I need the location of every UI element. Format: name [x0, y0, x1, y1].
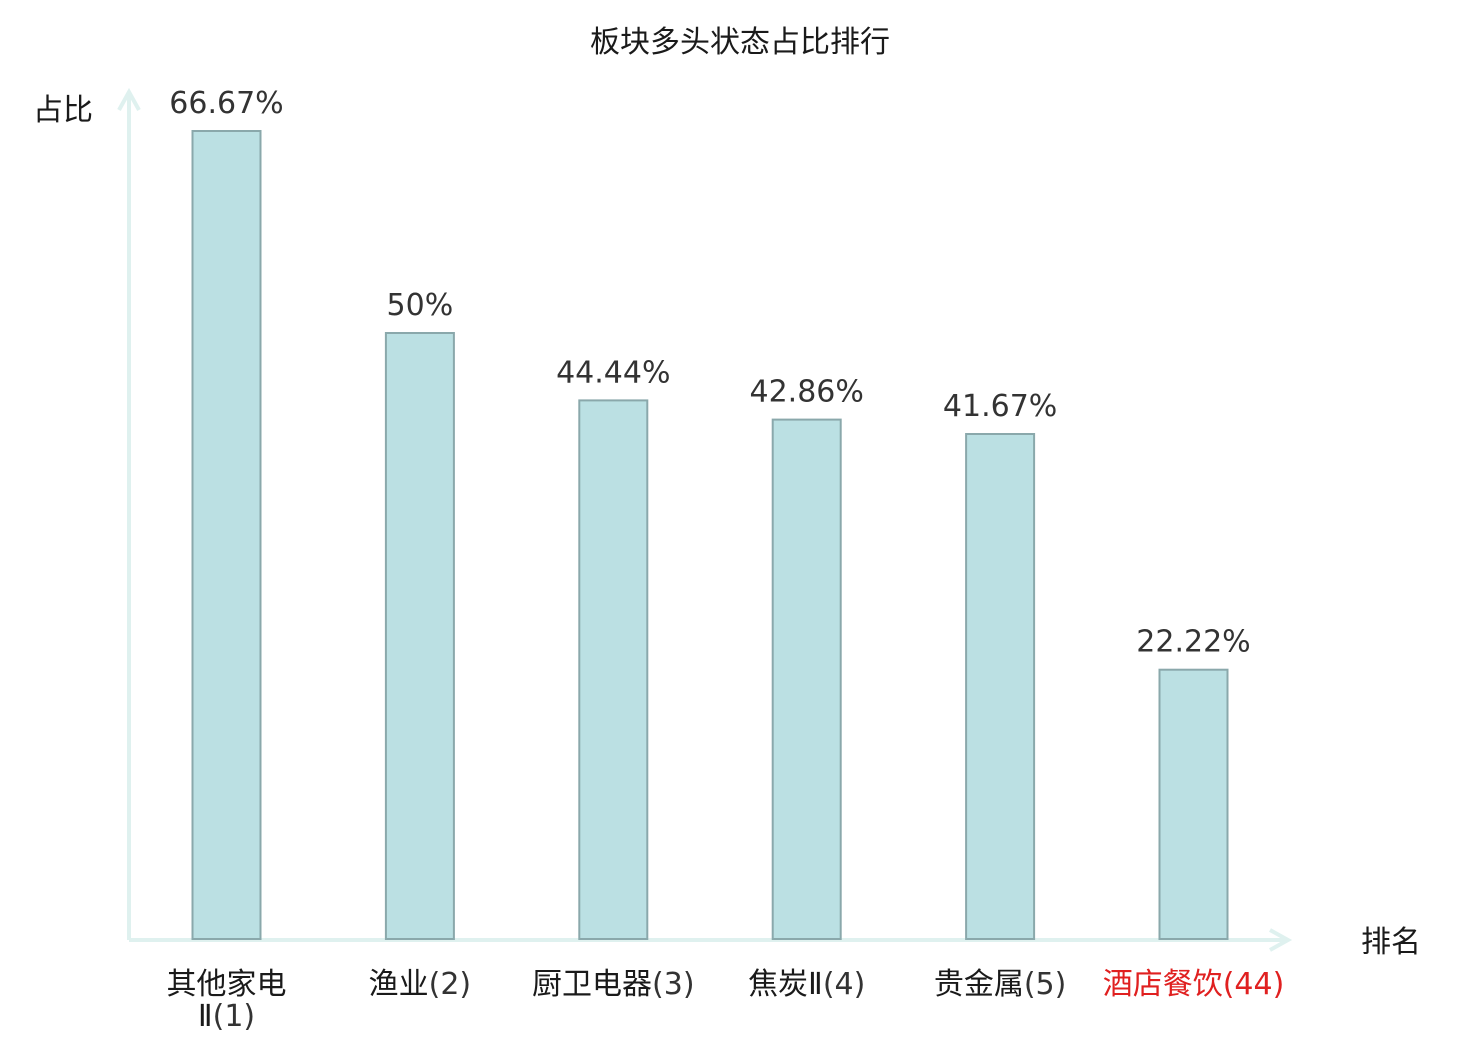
- y-axis-label: 占比: [33, 93, 93, 128]
- bar: [771, 418, 842, 941]
- bar: [578, 399, 649, 940]
- bar-value-label: 42.86%: [750, 375, 864, 410]
- x-axis: 排名: [129, 925, 1421, 960]
- y-axis-arrow: [117, 87, 141, 111]
- category-label: 焦炭Ⅱ(4): [748, 967, 865, 1002]
- y-axis: 占比: [33, 87, 141, 940]
- chart-title: 板块多头状态占比排行: [590, 25, 890, 60]
- bar-value-label: 22.22%: [1136, 625, 1250, 660]
- bar: [384, 332, 455, 940]
- bar-value-label: 44.44%: [556, 355, 670, 390]
- bar: [965, 433, 1036, 940]
- category-label: 厨卫电器(3): [532, 967, 695, 1002]
- x-axis-label: 排名: [1361, 925, 1421, 960]
- category-label: 渔业(2): [369, 967, 472, 1002]
- value-labels: 66.67% 50% 44.44% 42.86% 41.67% 22.22%: [169, 86, 1250, 660]
- bar: [1158, 668, 1229, 940]
- bars: [191, 130, 1229, 941]
- bar: [191, 130, 262, 940]
- category-label: 贵金属(5): [934, 967, 1067, 1002]
- bar-value-label: 50%: [387, 288, 454, 323]
- bar-value-label: 41.67%: [943, 389, 1057, 424]
- category-label: 其他家电: [167, 967, 287, 1002]
- x-axis-arrow: [1269, 928, 1293, 952]
- category-label: Ⅱ(1): [198, 999, 255, 1034]
- bar-value-label: 66.67%: [169, 86, 283, 121]
- category-label: 酒店餐饮(44): [1103, 967, 1285, 1002]
